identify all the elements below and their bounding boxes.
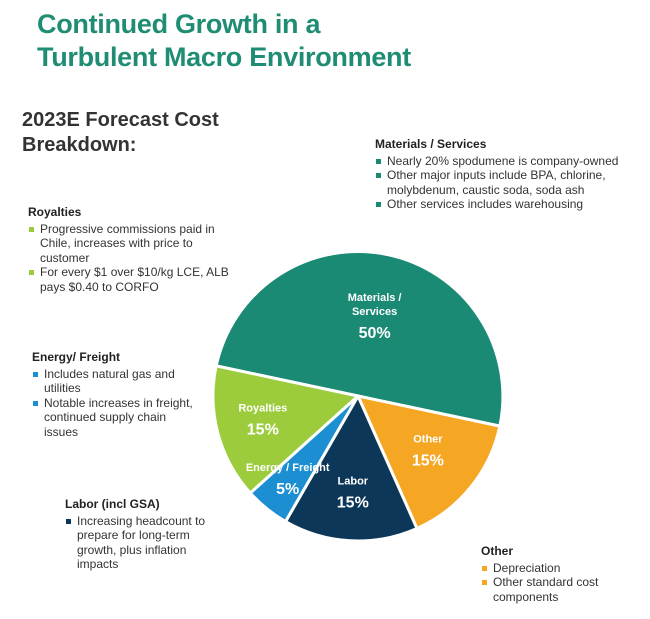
energy-note-bullet: Includes natural gas and utilities [32, 367, 197, 396]
royalties-note-bullet: Progressive commissions paid in Chile, i… [28, 222, 233, 266]
subtitle-line-2: Breakdown: [22, 134, 137, 156]
energy-note: Energy/ Freight Includes natural gas and… [32, 350, 197, 439]
other-note: Other Depreciation Other standard cost c… [481, 544, 641, 604]
royalties-note-heading: Royalties [28, 205, 82, 219]
slice-name-label: Royalties [238, 403, 287, 415]
other-note-bullet: Other standard cost components [481, 575, 641, 604]
slice-name-label: Labor [338, 476, 369, 488]
pie-slice [214, 249, 505, 428]
royalties-note-bullet: For every $1 over $10/kg LCE, ALB pays $… [28, 265, 233, 294]
slice-name-label: Services [352, 306, 397, 318]
energy-note-list: Includes natural gas and utilities Notab… [32, 367, 197, 440]
energy-note-bullet: Notable increases in freight, continued … [32, 396, 197, 440]
slice-name-label: Materials / [348, 292, 402, 304]
slice-name-label: Other [413, 434, 443, 446]
royalties-note-list: Progressive commissions paid in Chile, i… [28, 222, 233, 295]
slice-value-label: 50% [359, 325, 391, 342]
subtitle-line-1: 2023E Forecast Cost [22, 109, 219, 131]
slice-value-label: 15% [247, 422, 279, 439]
labor-note-heading: Labor (incl GSA) [65, 497, 160, 511]
other-note-bullet: Depreciation [481, 561, 641, 576]
page-title: Continued Growth in a Turbulent Macro En… [37, 8, 411, 74]
pie-slice [356, 394, 502, 530]
materials-note-bullet: Nearly 20% spodumene is company-owned [375, 154, 645, 169]
slice-value-label: 15% [412, 453, 444, 470]
title-line-1: Continued Growth in a [37, 9, 321, 39]
labor-note-list: Increasing headcount to prepare for long… [65, 514, 225, 572]
pie-slice [284, 394, 419, 543]
pie-slice [211, 364, 360, 495]
materials-note-list: Nearly 20% spodumene is company-owned Ot… [375, 154, 645, 212]
slice-value-label: 5% [276, 481, 299, 498]
energy-note-heading: Energy/ Freight [32, 350, 121, 364]
royalties-note: Royalties Progressive commissions paid i… [28, 205, 233, 294]
slice-value-label: 15% [337, 495, 369, 512]
materials-note: Materials / Services Nearly 20% spodumen… [375, 137, 645, 212]
title-line-2: Turbulent Macro Environment [37, 42, 411, 72]
other-note-heading: Other [481, 544, 514, 558]
materials-note-heading: Materials / Services [375, 137, 487, 151]
chart-subtitle: 2023E Forecast Cost Breakdown: [22, 108, 219, 158]
labor-note-bullet: Increasing headcount to prepare for long… [65, 514, 225, 572]
other-note-list: Depreciation Other standard cost compone… [481, 561, 641, 605]
materials-note-bullet: Other services includes warehousing [375, 197, 645, 212]
materials-note-bullet: Other major inputs include BPA, chlorine… [375, 168, 645, 197]
labor-note: Labor (incl GSA) Increasing headcount to… [65, 497, 225, 572]
slice-name-label: Energy / Freight [246, 462, 330, 474]
